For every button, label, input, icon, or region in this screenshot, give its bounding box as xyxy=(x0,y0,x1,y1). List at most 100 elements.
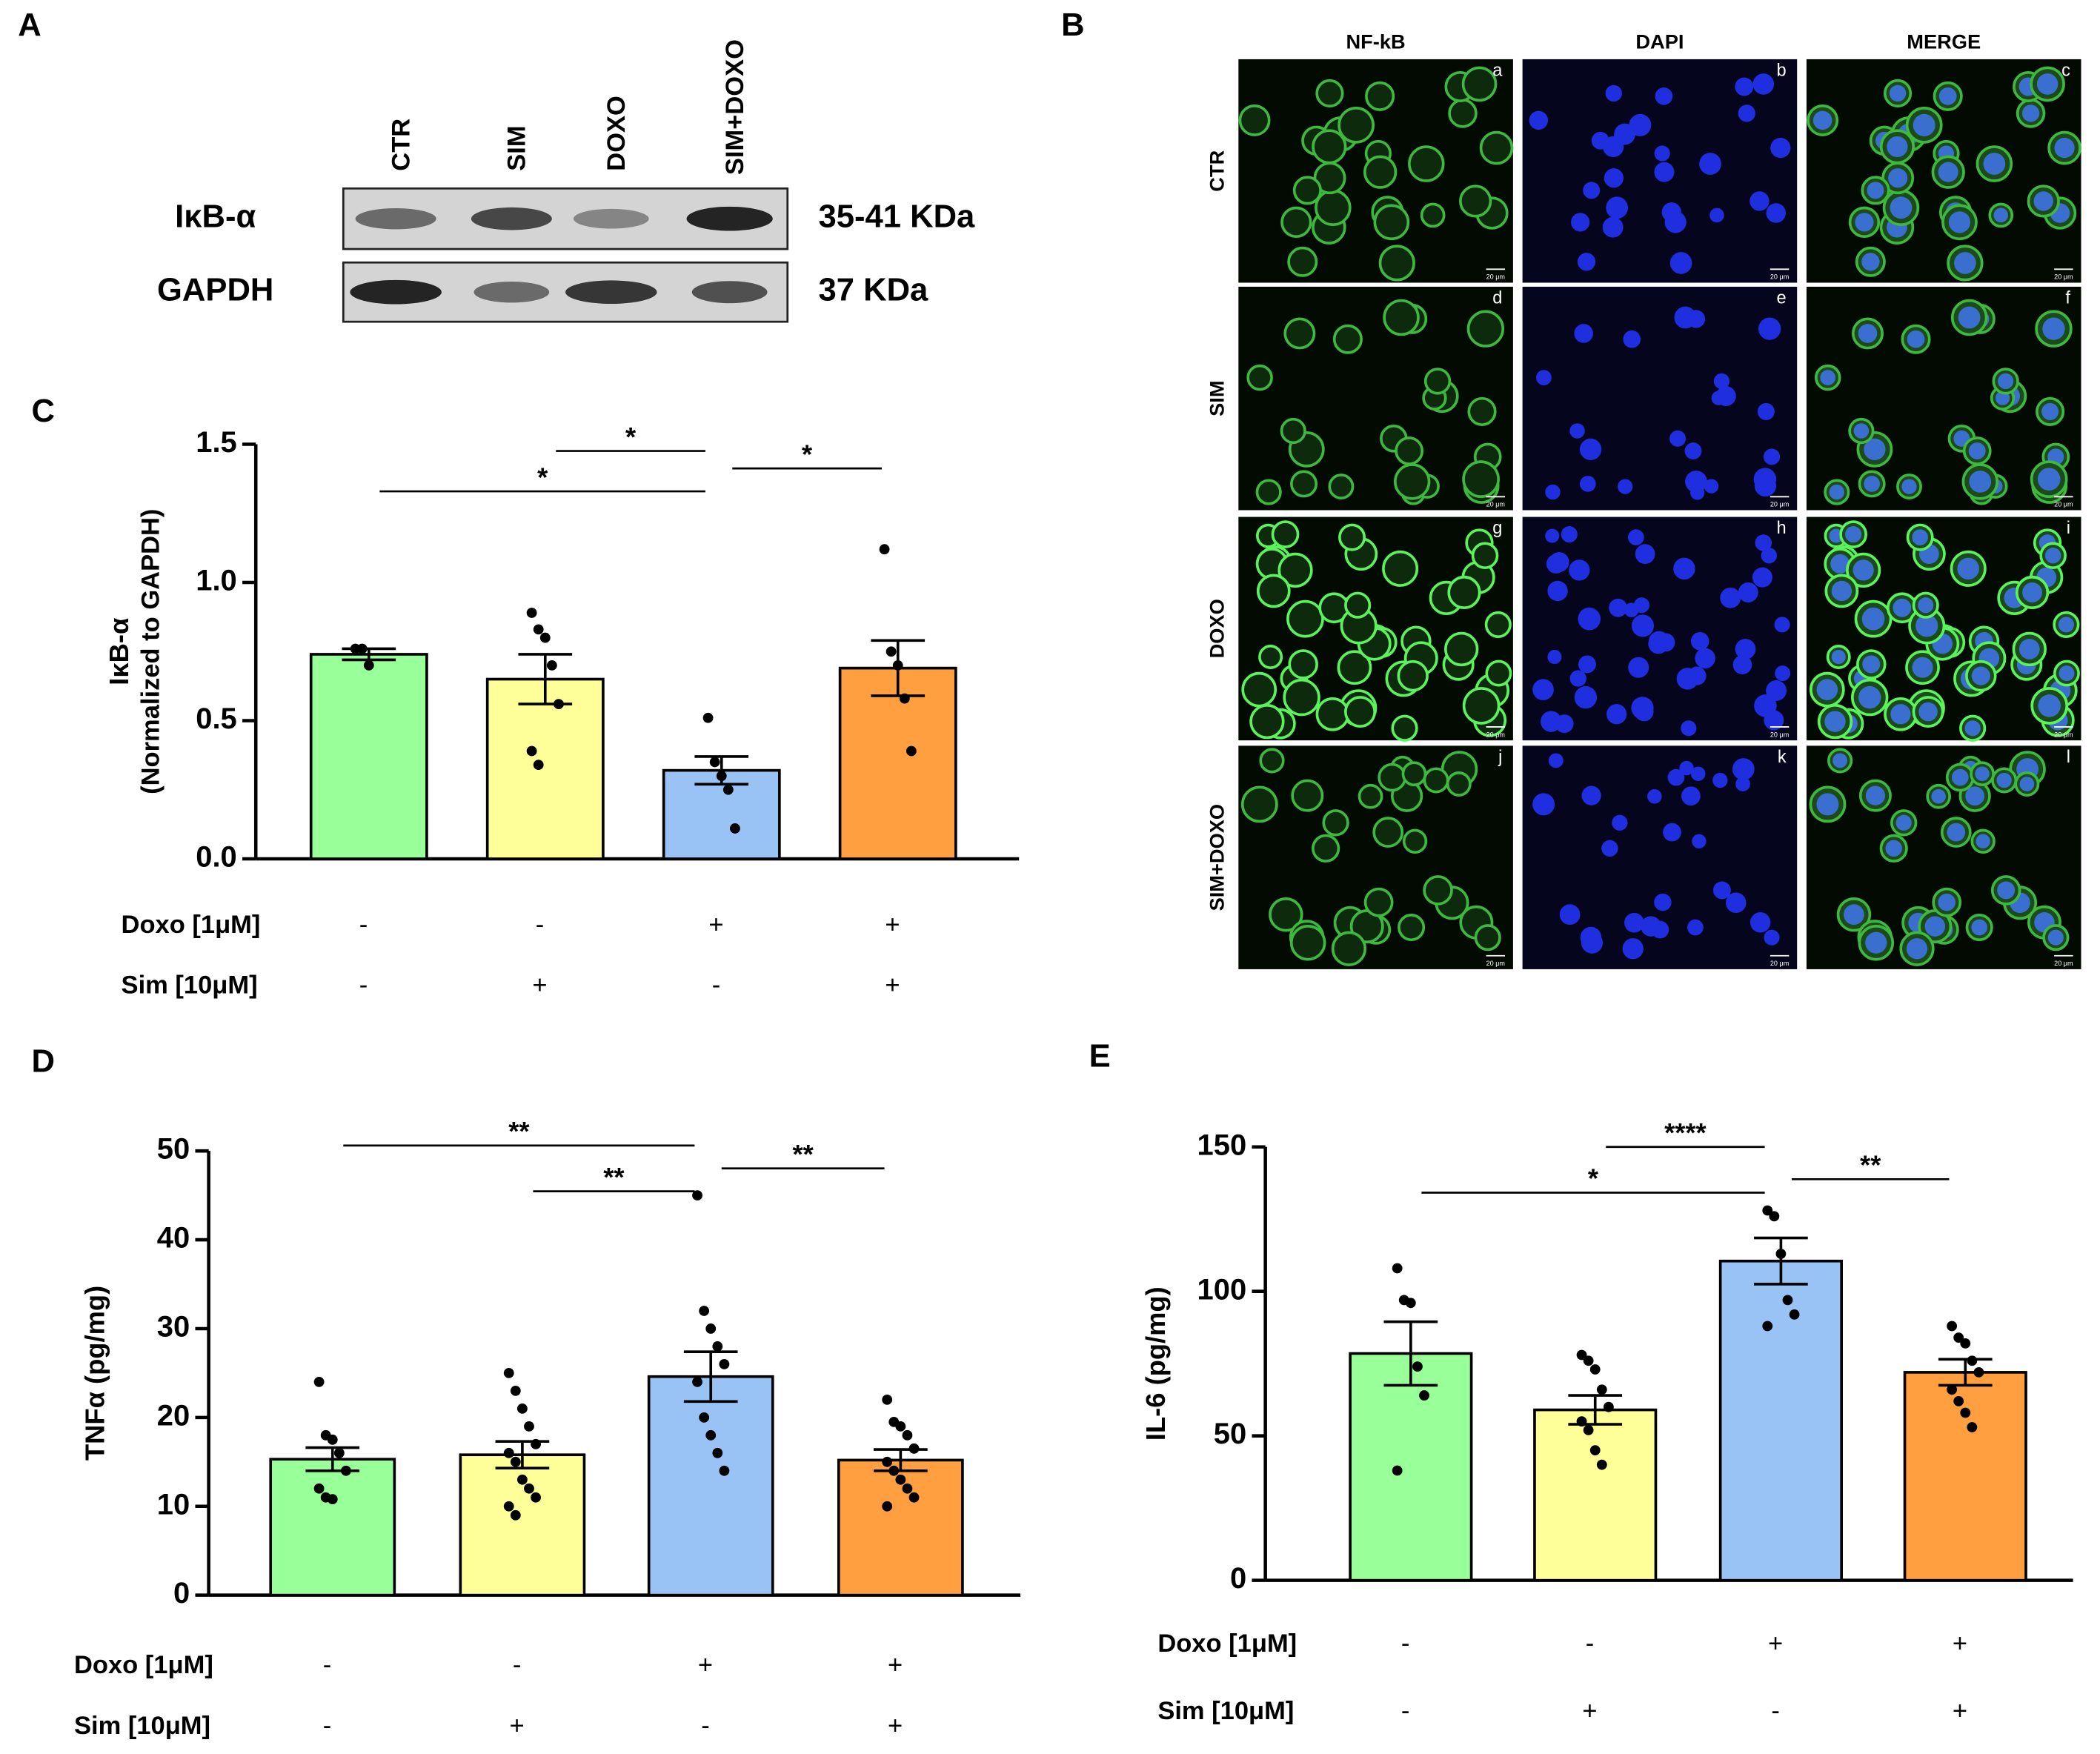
cell-membrane xyxy=(1459,185,1492,218)
cell-membrane xyxy=(1344,591,1372,619)
y-tick-label: 1.5 xyxy=(196,426,237,459)
cell-nucleus xyxy=(2042,317,2065,340)
cell-nucleus xyxy=(1996,772,2012,788)
cell-nucleus xyxy=(1845,526,1862,543)
data-point xyxy=(908,1492,920,1503)
cell-nucleus xyxy=(1915,614,1938,637)
panel-letter: f xyxy=(2065,289,2070,308)
lane-label: CTR xyxy=(387,119,415,171)
cell-nucleus xyxy=(1766,680,1787,701)
treatment-sign: + xyxy=(885,911,900,939)
cell-nucleus xyxy=(1635,544,1655,565)
cell-nucleus xyxy=(1548,753,1564,768)
cell-nucleus xyxy=(1738,104,1755,122)
cell-membrane xyxy=(1315,697,1350,731)
data-point xyxy=(1967,1422,1978,1432)
y-tick-label: 50 xyxy=(1214,1418,1246,1450)
cell-nucleus xyxy=(1975,766,1990,781)
data-point xyxy=(712,1341,723,1352)
cell-nucleus xyxy=(1541,711,1562,732)
data-point xyxy=(503,1368,514,1378)
cell-nucleus xyxy=(2059,665,2075,682)
significance-label: ** xyxy=(1860,1150,1881,1180)
data-point xyxy=(1960,1338,1971,1349)
treatment-sign: - xyxy=(359,971,368,1000)
panel-label: D xyxy=(31,1044,54,1080)
cell-nucleus xyxy=(1889,84,1907,102)
cell-nucleus xyxy=(1605,84,1622,102)
cell-nucleus xyxy=(1853,423,1870,439)
y-tick-label: 10 xyxy=(157,1488,190,1521)
data-point xyxy=(908,1443,920,1454)
cell-membrane xyxy=(1383,299,1420,336)
y-tick-label: 40 xyxy=(157,1222,190,1255)
cell-nucleus xyxy=(1622,938,1644,960)
cell-membrane xyxy=(1312,129,1347,165)
cell-nucleus xyxy=(1571,213,1590,232)
cell-nucleus xyxy=(1547,580,1568,602)
data-point xyxy=(692,1190,702,1201)
data-point xyxy=(692,1376,702,1387)
cell-nucleus xyxy=(1764,929,1780,946)
data-point xyxy=(1947,1321,1958,1332)
cell-nucleus xyxy=(1901,479,1917,494)
blot-band xyxy=(471,207,552,230)
data-point xyxy=(1596,1459,1607,1470)
cell-nucleus xyxy=(1912,657,1933,678)
blot-band xyxy=(474,282,550,303)
cell-nucleus xyxy=(1964,720,1981,737)
data-point xyxy=(1576,1349,1587,1361)
panel-letter: a xyxy=(1492,62,1503,81)
scale-bar-label: 20 μm xyxy=(1770,960,1789,967)
cell-membrane xyxy=(1378,763,1406,792)
cell-nucleus xyxy=(1725,892,1747,913)
data-point xyxy=(1947,1384,1958,1395)
bar xyxy=(309,653,428,860)
y-tick-label: 20 xyxy=(157,1399,190,1432)
cell-nucleus xyxy=(1628,657,1649,678)
cell-membrane xyxy=(1259,748,1285,774)
scale-bar-label: 20 μm xyxy=(2054,273,2073,281)
cell-nucleus xyxy=(1829,484,1845,500)
cell-membrane xyxy=(1479,130,1514,165)
cell-membrane xyxy=(1331,931,1367,966)
data-point xyxy=(510,1456,521,1467)
cell-membrane xyxy=(1363,887,1394,917)
cell-membrane xyxy=(1466,310,1505,348)
cell-membrane xyxy=(1447,575,1481,610)
cell-membrane xyxy=(1328,474,1355,500)
cell-nucleus xyxy=(1684,442,1702,459)
blot-band xyxy=(350,279,442,305)
y-tick-label: 0 xyxy=(1230,1562,1246,1595)
cell-membrane xyxy=(1290,470,1318,498)
cell-membrane xyxy=(1337,650,1372,685)
cell-membrane xyxy=(1315,189,1352,227)
data-point xyxy=(1576,1416,1587,1427)
cell-nucleus xyxy=(1824,711,1846,732)
cells xyxy=(1536,306,1781,500)
cell-nucleus xyxy=(1735,77,1754,96)
cell-nucleus xyxy=(1577,253,1596,271)
significance-label: * xyxy=(625,422,637,452)
lane-label: DOXO xyxy=(602,96,631,171)
blot-band xyxy=(573,208,649,229)
y-tick-label: 50 xyxy=(157,1133,190,1166)
cell-nucleus xyxy=(1969,471,1992,493)
data-point xyxy=(1583,1424,1594,1435)
cell-membrane xyxy=(1344,696,1376,728)
cell-nucleus xyxy=(1770,137,1791,159)
cell-membrane xyxy=(1256,574,1291,608)
cell-nucleus xyxy=(1761,548,1778,564)
treatment-label: Sim [10μM] xyxy=(74,1712,210,1740)
cell-nucleus xyxy=(1774,617,1790,633)
data-point xyxy=(879,544,890,555)
panel-letter: h xyxy=(1777,519,1787,538)
cell-nucleus xyxy=(1601,840,1618,857)
data-point xyxy=(885,646,897,657)
treatment-sign: + xyxy=(510,1712,525,1740)
cell-membrane xyxy=(1397,660,1429,692)
error-bar xyxy=(1383,1320,1438,1387)
cell-nucleus xyxy=(1687,919,1704,936)
cell-nucleus xyxy=(1812,110,1832,130)
